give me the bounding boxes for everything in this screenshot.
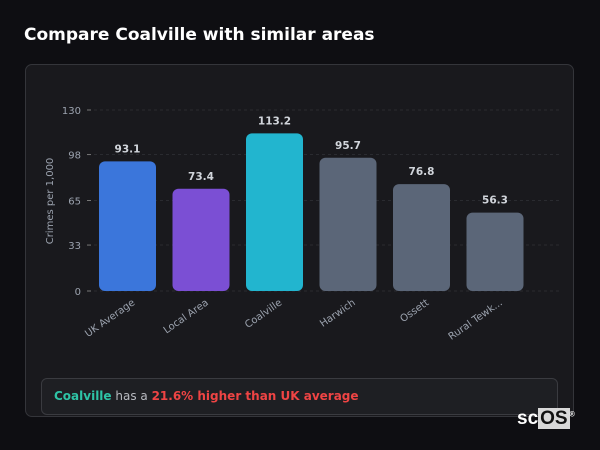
x-tick-label: Rural Tewk... (447, 297, 505, 342)
watermark-logo: sc OS ® (517, 408, 575, 429)
difference-text: 21.6% higher than UK average (151, 389, 359, 403)
value-label: 76.8 (409, 166, 435, 178)
value-label: 56.3 (482, 195, 508, 207)
value-label: 93.1 (115, 143, 141, 155)
x-tick-label: Ossett (398, 297, 431, 325)
y-axis-label: Crimes per 1,000 (45, 158, 56, 245)
y-tick-label: 98 (68, 151, 81, 162)
x-tick-label: Harwich (318, 297, 358, 329)
y-tick-label: 65 (68, 197, 81, 208)
bar (393, 184, 450, 291)
bar (172, 188, 230, 291)
y-tick-label: 0 (75, 287, 81, 298)
value-label: 113.2 (258, 115, 291, 127)
bar (466, 212, 524, 291)
bar (246, 133, 303, 291)
summary-text: has a (111, 389, 152, 403)
bar (99, 161, 156, 291)
y-tick-label: 33 (68, 241, 81, 252)
bar (319, 157, 377, 291)
value-label: 95.7 (335, 140, 361, 152)
area-name: Coalville (54, 389, 112, 403)
comparison-summary: Coalville has a 21.6% higher than UK ave… (41, 378, 558, 415)
x-tick-label: Coalville (243, 297, 284, 330)
value-label: 73.4 (188, 171, 214, 183)
x-tick-label: UK Average (83, 297, 137, 339)
x-tick-label: Local Area (162, 297, 211, 336)
page-title: Compare Coalville with similar areas (24, 25, 375, 45)
y-tick-label: 130 (62, 106, 81, 117)
